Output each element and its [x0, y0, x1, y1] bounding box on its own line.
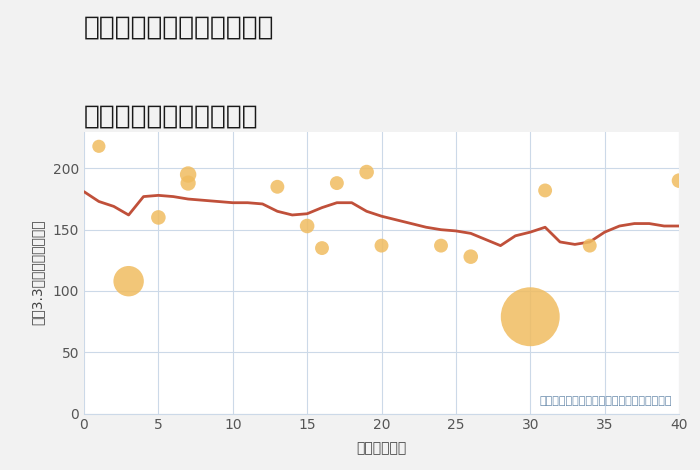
Point [93, 142, 104, 150]
Point [153, 214, 164, 221]
Point [465, 253, 476, 260]
Point [376, 242, 387, 250]
Point [435, 242, 447, 250]
Point [272, 183, 283, 190]
Point [302, 222, 313, 230]
Point [361, 168, 372, 176]
Text: 築年数別中古戸建て価格: 築年数別中古戸建て価格 [84, 103, 258, 129]
Point [316, 244, 328, 252]
X-axis label: 築年数（年）: 築年数（年） [356, 441, 407, 455]
Point [123, 277, 134, 285]
Point [540, 187, 551, 194]
Point [183, 171, 194, 178]
Text: 円の大きさは、取引のあった物件面積を示す: 円の大きさは、取引のあった物件面積を示す [539, 396, 671, 406]
Point [331, 180, 342, 187]
Point [673, 177, 685, 184]
Point [525, 313, 536, 321]
Point [584, 242, 595, 250]
Text: 大阪府豊中市新千里北町の: 大阪府豊中市新千里北町の [84, 14, 274, 40]
Y-axis label: 坪（3.3㎡）単価（万円）: 坪（3.3㎡）単価（万円） [30, 220, 44, 325]
Point [183, 180, 194, 187]
